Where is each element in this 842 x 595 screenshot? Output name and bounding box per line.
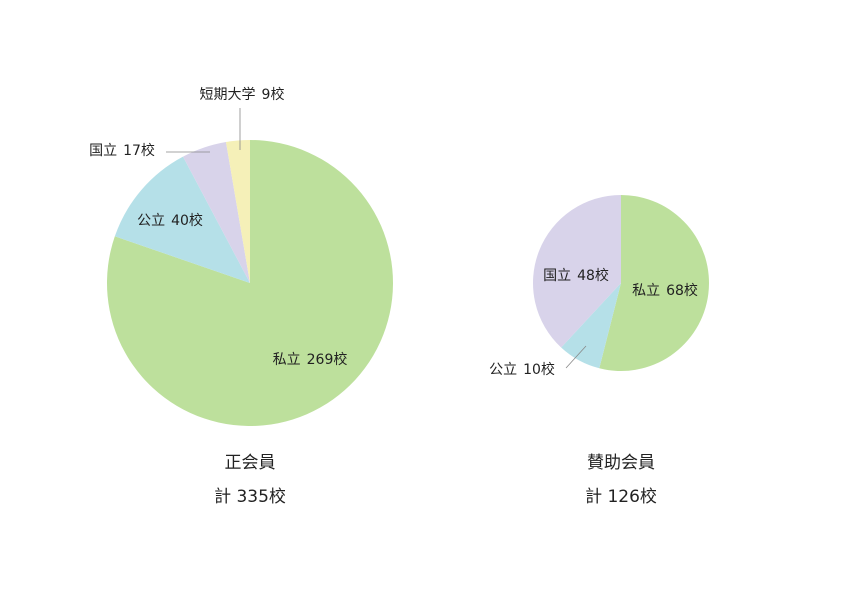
leader-line [565, 345, 587, 369]
slice-label: 私立 68校 [632, 282, 698, 299]
chart-subtitle: 計 126校 [585, 487, 657, 507]
pie-slice [561, 283, 621, 369]
category-label: 短期大学 [200, 87, 256, 103]
pie-slice [182, 142, 250, 283]
category-label: 私立 [632, 283, 660, 299]
category-label: 国立 [89, 143, 117, 159]
pie-slice [225, 140, 250, 283]
chart-title: 賛助会員 [587, 453, 655, 473]
value-label: 9校 [262, 86, 285, 103]
category-label: 国立 [543, 268, 571, 284]
category-label: 公立 [489, 362, 517, 378]
category-label: 私立 [273, 352, 301, 368]
slice-label: 国立 17校 [89, 142, 155, 159]
slice-label: 公立 40校 [137, 212, 203, 229]
pie-slice [532, 195, 621, 348]
chart-title: 正会員 [225, 453, 276, 473]
pie-slice [114, 156, 251, 283]
slice-label: 私立 269校 [273, 351, 348, 368]
chart-subtitle: 計 335校 [214, 487, 286, 507]
value-label: 68校 [666, 282, 698, 299]
value-label: 40校 [171, 212, 203, 229]
pie-slice [599, 195, 709, 371]
value-label: 48校 [577, 267, 609, 284]
slice-label: 国立 48校 [543, 267, 609, 284]
category-label: 公立 [137, 213, 165, 229]
value-label: 17校 [123, 142, 155, 159]
value-label: 269校 [307, 351, 348, 368]
pie-slice [106, 140, 394, 426]
value-label: 10校 [523, 361, 555, 378]
slice-label: 公立 10校 [489, 361, 555, 378]
slice-label: 短期大学 9校 [200, 86, 285, 103]
